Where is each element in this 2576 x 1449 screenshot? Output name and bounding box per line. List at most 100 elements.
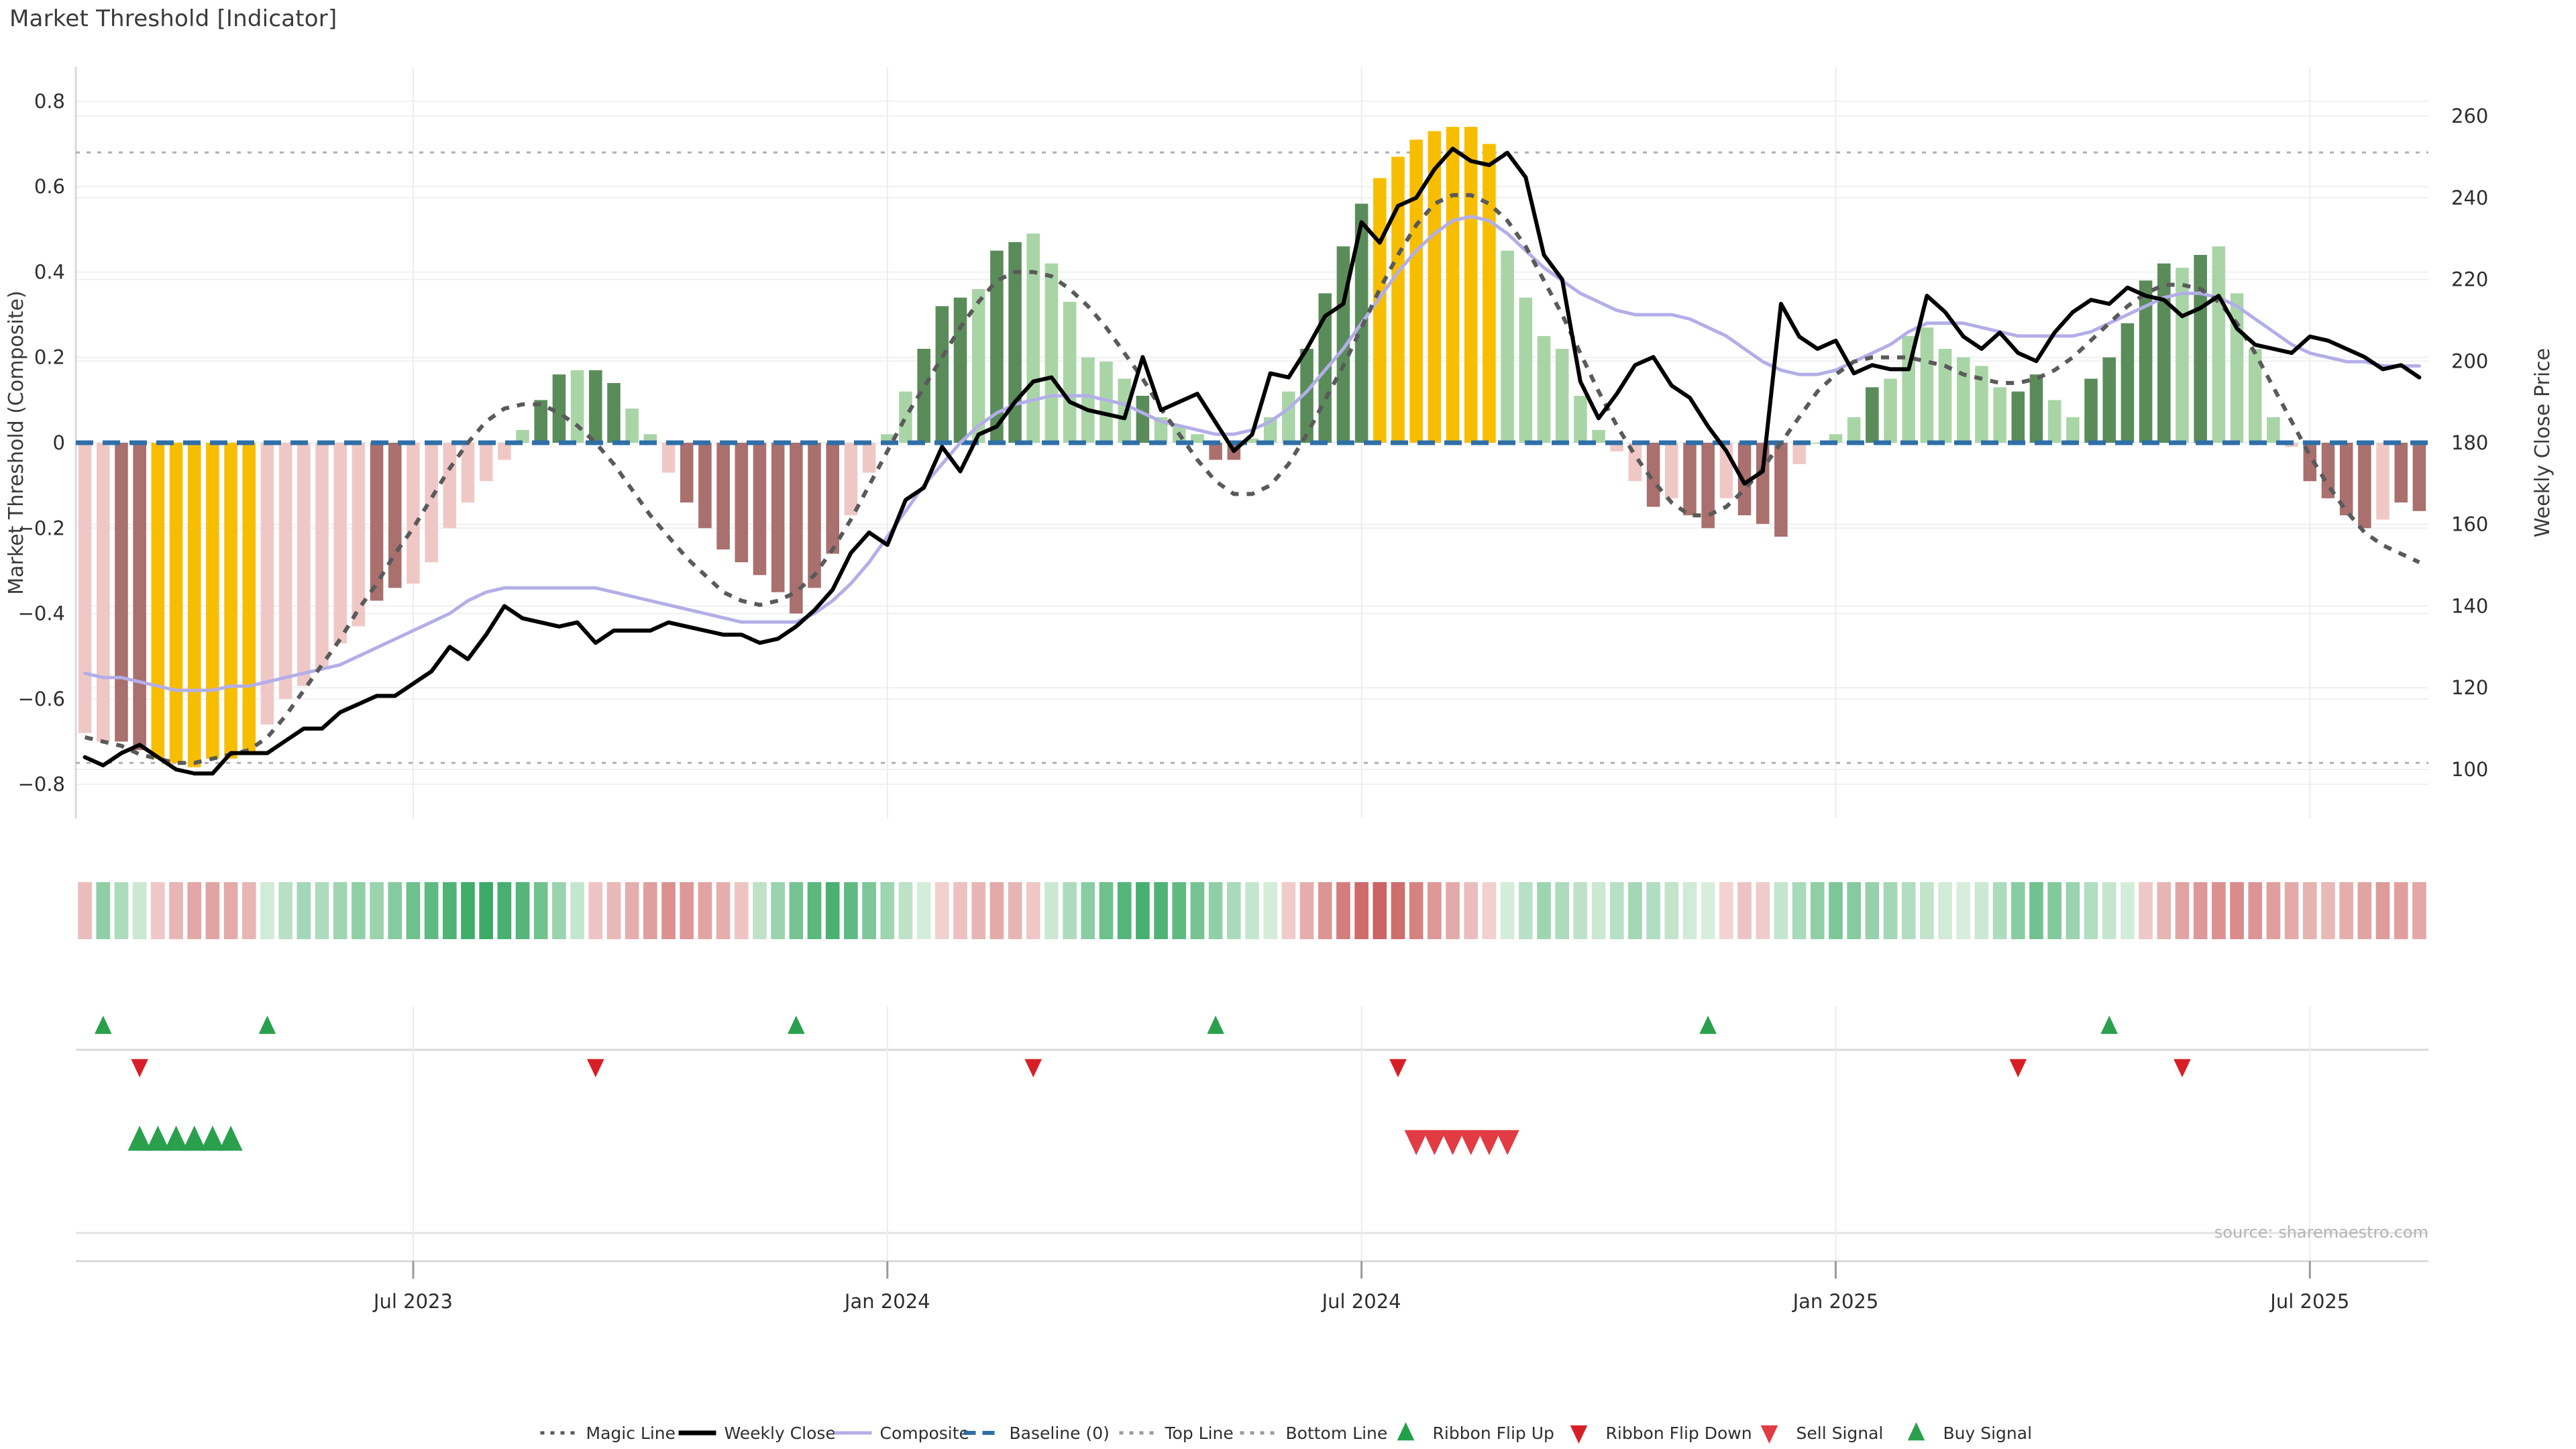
ribbon-cell bbox=[1409, 882, 1424, 939]
legend-label: Top Line bbox=[1165, 1424, 1234, 1443]
threshold-bar bbox=[661, 443, 676, 473]
right-tick-label: 220 bbox=[2451, 268, 2488, 291]
ribbon-cell bbox=[2175, 882, 2190, 939]
ribbon-cell bbox=[789, 882, 804, 939]
threshold-bar bbox=[1209, 443, 1222, 460]
ribbon-cell bbox=[1573, 882, 1588, 939]
legend-item-magic-line[interactable]: Magic Line bbox=[540, 1424, 676, 1443]
threshold-bar bbox=[1428, 131, 1442, 443]
legend-label: Composite bbox=[880, 1424, 969, 1443]
threshold-bar bbox=[953, 297, 967, 443]
legend-item-bottom-line[interactable]: Bottom Line bbox=[1240, 1424, 1388, 1443]
threshold-bar bbox=[1026, 233, 1040, 443]
threshold-bar bbox=[1300, 349, 1313, 443]
threshold-bar bbox=[1956, 357, 1970, 443]
left-tick-label: −0.8 bbox=[18, 773, 65, 796]
ribbon-cell bbox=[1865, 882, 1880, 939]
sell-signal-marker bbox=[1459, 1130, 1483, 1155]
threshold-bar bbox=[1483, 144, 1496, 443]
threshold-bar bbox=[461, 443, 475, 503]
ribbon-cell bbox=[916, 882, 931, 939]
x-axis: Jul 2023 Jan 2024 Jul 2024 Jan 2025 Jul 2025 bbox=[76, 1260, 2428, 1313]
ribbon-cell bbox=[807, 882, 822, 939]
ribbon-cell bbox=[1938, 882, 1952, 939]
ribbon-cell bbox=[114, 882, 129, 939]
legend-item-baseline-0[interactable]: Baseline (0) bbox=[963, 1424, 1110, 1443]
threshold-bar bbox=[844, 443, 858, 516]
threshold-bar bbox=[2011, 391, 2025, 443]
ribbon-cell bbox=[771, 882, 785, 939]
ribbon-cell bbox=[1318, 882, 1332, 939]
ribbon-cell bbox=[862, 882, 876, 939]
legend-item-weekly-close[interactable]: Weekly Close bbox=[678, 1424, 836, 1443]
legend-item-composite[interactable]: Composite bbox=[834, 1424, 969, 1443]
threshold-bar bbox=[2394, 443, 2408, 503]
ribbon-cell bbox=[2375, 882, 2390, 939]
sell-signal-markers bbox=[1404, 1130, 1519, 1155]
threshold-bar bbox=[862, 443, 876, 473]
x-tick-label: Jul 2025 bbox=[2269, 1290, 2349, 1313]
threshold-bar bbox=[625, 409, 639, 443]
ribbon-cell bbox=[1044, 882, 1059, 939]
threshold-bar bbox=[1592, 429, 1605, 443]
sell-signal-marker bbox=[1495, 1130, 1519, 1155]
ribbon-flip-up-marker bbox=[94, 1016, 112, 1034]
ribbon-cell bbox=[169, 882, 183, 939]
legend-swatch-triangle-down-icon bbox=[1570, 1425, 1588, 1444]
buy-signal-marker bbox=[127, 1126, 152, 1151]
ribbon-cell bbox=[825, 882, 840, 939]
ribbon-cell bbox=[1172, 882, 1187, 939]
source-text: source: sharemaestro.com bbox=[2214, 1223, 2428, 1242]
threshold-bar bbox=[297, 443, 311, 686]
ribbon-cell bbox=[2084, 882, 2098, 939]
legend-item-ribbon-flip-up[interactable]: Ribbon Flip Up bbox=[1397, 1422, 1554, 1443]
right-tick-label: 120 bbox=[2451, 676, 2488, 699]
threshold-bar bbox=[2047, 400, 2061, 443]
ribbon-flip-down-marker bbox=[1024, 1059, 1042, 1077]
legend-item-sell-signal[interactable]: Sell Signal bbox=[1760, 1424, 1884, 1444]
ribbon-cell bbox=[953, 882, 967, 939]
threshold-bar bbox=[1391, 156, 1405, 443]
threshold-bar bbox=[242, 443, 256, 755]
ribbon-cell bbox=[844, 882, 858, 939]
legend-label: Weekly Close bbox=[724, 1424, 836, 1443]
ribbon-cell bbox=[2357, 882, 2372, 939]
ribbon-cell bbox=[479, 882, 494, 939]
ribbon-cell bbox=[1446, 882, 1460, 939]
right-tick-label: 100 bbox=[2451, 758, 2488, 781]
ribbon-flip-down-marker bbox=[1389, 1059, 1407, 1077]
threshold-bar bbox=[1519, 297, 1533, 443]
ribbon-cell bbox=[1682, 882, 1697, 939]
threshold-bar bbox=[333, 443, 347, 644]
left-tick-label: 0 bbox=[53, 431, 65, 454]
legend-item-top-line[interactable]: Top Line bbox=[1119, 1424, 1234, 1443]
ribbon-cell bbox=[1774, 882, 1788, 939]
ribbon-cell bbox=[1664, 882, 1679, 939]
legend-item-ribbon-flip-down[interactable]: Ribbon Flip Down bbox=[1570, 1424, 1752, 1444]
sell-signal-marker bbox=[1404, 1130, 1428, 1155]
buy-signal-marker bbox=[219, 1126, 243, 1151]
ribbon-cell bbox=[205, 882, 220, 939]
threshold-bar bbox=[552, 374, 566, 443]
x-tick-label: Jan 2024 bbox=[843, 1290, 930, 1313]
right-axis-ticks: 260 240 220 200 180 160 140 120 100 bbox=[2451, 105, 2488, 781]
left-tick-label: −0.6 bbox=[18, 688, 65, 710]
ribbon-cell bbox=[2230, 882, 2244, 939]
threshold-bar bbox=[1245, 438, 1259, 443]
ribbon-cell bbox=[1737, 882, 1752, 939]
ribbon-cell bbox=[1299, 882, 1314, 939]
ribbon-cell bbox=[1628, 882, 1642, 939]
ribbon-cell bbox=[680, 882, 694, 939]
threshold-bar bbox=[1847, 417, 1861, 443]
threshold-bar bbox=[407, 443, 420, 584]
left-axis-ticks: 0.8 0.6 0.4 0.2 0 −0.2 −0.4 −0.6 −0.8 bbox=[18, 90, 65, 796]
legend-item-buy-signal[interactable]: Buy Signal bbox=[1907, 1422, 2032, 1443]
ribbon-cell bbox=[1263, 882, 1278, 939]
threshold-bar bbox=[206, 443, 219, 759]
x-tick-label: Jan 2025 bbox=[1792, 1290, 1879, 1313]
ribbon-cell bbox=[1719, 882, 1733, 939]
ribbon-cell bbox=[388, 882, 402, 939]
ribbon-cell bbox=[1063, 882, 1077, 939]
left-axis-title: Market Threshold (Composite) bbox=[5, 290, 28, 595]
ribbon-cell bbox=[260, 882, 274, 939]
